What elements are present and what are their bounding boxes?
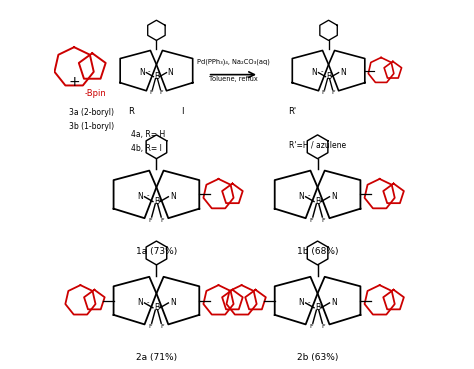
Text: -: -: [147, 193, 149, 199]
Text: 4b, R= I: 4b, R= I: [131, 144, 162, 153]
Text: -: -: [308, 193, 310, 199]
Text: 3a (2-boryl): 3a (2-boryl): [69, 108, 114, 117]
Text: 1a (73%): 1a (73%): [136, 247, 177, 256]
Text: F: F: [149, 218, 152, 223]
Text: F: F: [149, 324, 152, 329]
Text: R': R': [288, 107, 296, 116]
Text: F: F: [161, 324, 164, 329]
Text: R'=H / azulene: R'=H / azulene: [289, 141, 346, 149]
Text: 1b (68%): 1b (68%): [297, 247, 338, 256]
Text: +: +: [158, 198, 163, 203]
Text: B: B: [315, 197, 320, 206]
Text: N: N: [311, 68, 317, 77]
Text: B: B: [154, 72, 159, 81]
Text: R: R: [128, 107, 134, 116]
Text: -: -: [148, 69, 151, 75]
Text: B: B: [154, 197, 159, 206]
Text: F: F: [150, 90, 153, 95]
Text: N: N: [331, 192, 337, 201]
Text: F: F: [160, 90, 163, 95]
Text: F: F: [310, 324, 313, 329]
Text: N: N: [139, 68, 145, 77]
Text: N: N: [168, 68, 173, 77]
Text: +: +: [158, 304, 163, 309]
Text: N: N: [170, 192, 176, 201]
Text: F: F: [310, 218, 313, 223]
Text: 3b (1-boryl): 3b (1-boryl): [69, 122, 114, 131]
Text: N: N: [298, 192, 304, 201]
Text: N: N: [170, 299, 176, 307]
Text: N: N: [340, 68, 346, 77]
Text: Toluene, reflux: Toluene, reflux: [209, 76, 258, 82]
Text: -Bpin: -Bpin: [85, 89, 107, 98]
Text: +: +: [68, 75, 80, 89]
Text: 4a, R= H: 4a, R= H: [131, 130, 165, 139]
Text: +: +: [319, 198, 324, 203]
Text: F: F: [322, 324, 325, 329]
Text: B: B: [315, 303, 320, 312]
Text: +: +: [329, 73, 334, 78]
Text: -: -: [308, 299, 310, 305]
Text: -: -: [320, 69, 323, 75]
Text: F: F: [322, 218, 325, 223]
Text: +: +: [319, 304, 324, 309]
Text: F: F: [332, 90, 336, 95]
Text: N: N: [137, 299, 143, 307]
Text: Pd(PPh₃)₄, Na₂CO₃(aq): Pd(PPh₃)₄, Na₂CO₃(aq): [197, 59, 270, 65]
Text: I: I: [181, 107, 183, 116]
Text: 2b (63%): 2b (63%): [297, 353, 338, 362]
Text: N: N: [137, 192, 143, 201]
Text: B: B: [326, 72, 331, 81]
Text: N: N: [298, 299, 304, 307]
Text: F: F: [161, 218, 164, 223]
Text: N: N: [331, 299, 337, 307]
Text: 2a (71%): 2a (71%): [136, 353, 177, 362]
Text: B: B: [154, 303, 159, 312]
Text: F: F: [322, 90, 325, 95]
Text: -: -: [147, 299, 149, 305]
Text: +: +: [157, 73, 162, 78]
